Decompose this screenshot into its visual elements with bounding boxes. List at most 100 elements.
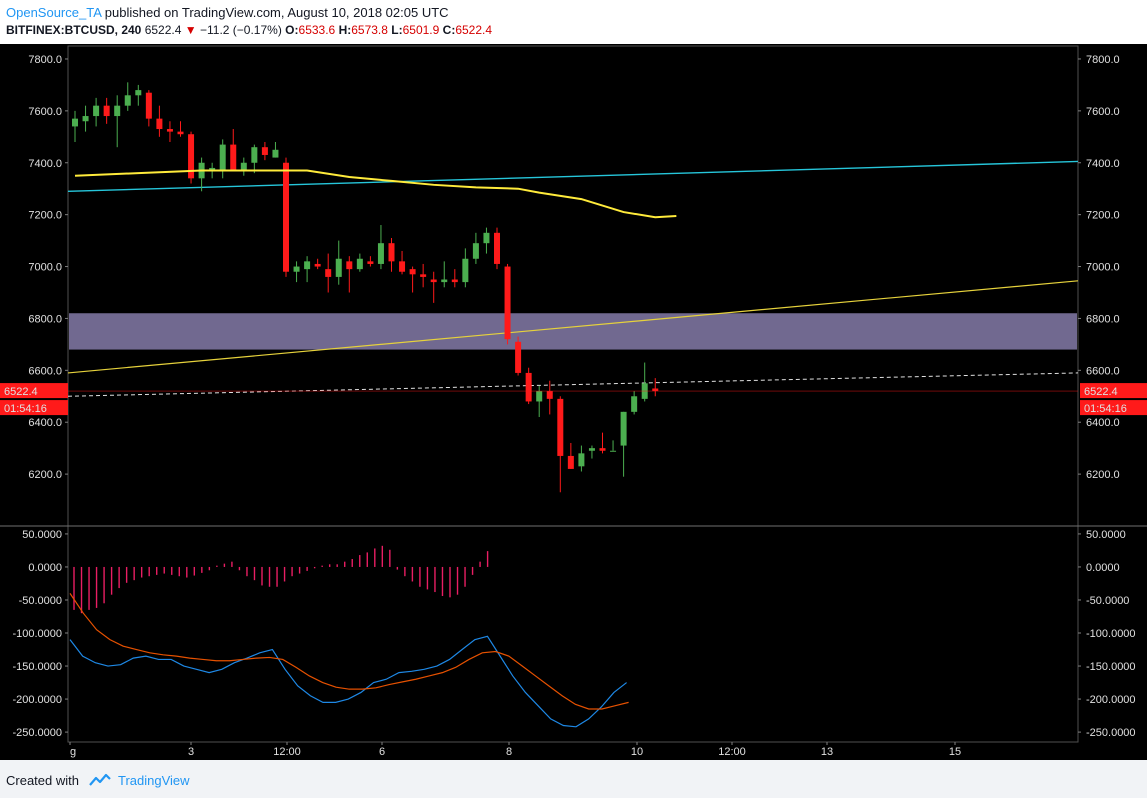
candle-body: [293, 266, 300, 272]
candle-body: [578, 453, 585, 467]
candle-body: [335, 258, 342, 277]
countdown-text: 01:54:16: [1084, 403, 1127, 415]
trendline-cyan: [67, 160, 1079, 192]
candle-body: [177, 131, 184, 135]
price-tick-left: 7200.0: [28, 210, 62, 222]
candle-body: [93, 105, 100, 117]
countdown-text: 01:54:16: [4, 403, 47, 415]
macd-tick-left: -50.0000: [19, 595, 62, 607]
candle-body: [536, 391, 543, 402]
macd-tick-left: -100.0000: [12, 628, 62, 640]
symbol-label[interactable]: BITFINEX:BTCUSD, 240: [6, 23, 142, 37]
price-tick-right: 7400.0: [1086, 158, 1120, 170]
macd-tick-left: -250.0000: [12, 727, 62, 739]
candle: [641, 362, 648, 402]
trendline-yellow: [67, 280, 1079, 374]
tradingview-logo-icon[interactable]: [88, 773, 112, 787]
candle-body: [261, 147, 268, 155]
time-tick: g: [70, 746, 76, 758]
time-tick: 6: [379, 746, 385, 758]
candle: [335, 240, 342, 285]
price-tick-left: 6800.0: [28, 313, 62, 325]
candle-body: [525, 372, 532, 402]
tradingview-link[interactable]: TradingView: [118, 773, 190, 788]
candle: [367, 256, 374, 267]
candle-body: [546, 391, 553, 399]
time-tick: 12:00: [273, 746, 301, 758]
candle: [114, 95, 121, 148]
ohlc-line: BITFINEX:BTCUSD, 240 6522.4 ▼ −11.2 (−0.…: [6, 23, 492, 37]
candle-body: [346, 261, 353, 270]
countdown-box: [0, 400, 68, 416]
candle-body: [188, 134, 195, 179]
signal-line: [69, 593, 629, 710]
candle-body: [377, 243, 384, 264]
candle: [272, 142, 279, 158]
chart-area[interactable]: 6200.0 6200.0 6400.0 6400.0 6600.0 6600.0 6800…: [0, 44, 1147, 760]
macd-tick-right: -150.0000: [1086, 661, 1136, 673]
macd-pane[interactable]: [69, 545, 629, 728]
candle: [557, 396, 564, 493]
candle-body: [156, 118, 163, 130]
candle-body: [483, 232, 490, 244]
candle: [451, 269, 458, 288]
author-link[interactable]: OpenSource_TA: [6, 5, 102, 20]
candle-body: [620, 411, 627, 446]
low-value: 6501.9: [402, 23, 440, 37]
macd-tick-right: 50.0000: [1086, 529, 1126, 541]
candle: [377, 225, 384, 270]
down-arrow-icon: ▼: [184, 23, 197, 37]
countdown-box: [1080, 400, 1147, 416]
candle-body: [166, 129, 173, 132]
candle-body: [631, 396, 638, 412]
candle-body: [610, 450, 617, 452]
candle-body: [494, 232, 500, 264]
price-tick-left: 6600.0: [28, 365, 62, 377]
price-tick-right: 7000.0: [1086, 262, 1120, 274]
candle-body: [599, 448, 606, 451]
candle-body: [388, 243, 395, 262]
candle: [462, 248, 469, 288]
candle: [441, 261, 448, 288]
price-tick-right: 6600.0: [1086, 365, 1120, 377]
price-label-box: [1080, 383, 1147, 399]
candle-body: [230, 144, 237, 171]
candle: [103, 97, 110, 124]
candle-body: [145, 92, 152, 119]
candle: [135, 84, 142, 106]
price-pane[interactable]: [67, 82, 1079, 493]
candle: [567, 442, 574, 469]
chart-svg[interactable]: 6200.0 6200.0 6400.0 6400.0 6600.0 6600.0 6800…: [0, 44, 1147, 760]
macd-tick-left: -200.0000: [12, 694, 62, 706]
candle-body: [409, 269, 416, 275]
candle-body: [314, 263, 321, 267]
candle-body: [82, 116, 89, 122]
price-tick-right: 6200.0: [1086, 469, 1120, 481]
price-label-text: 6522.4: [1084, 386, 1118, 398]
price-tick-left: 7000.0: [28, 262, 62, 274]
open-label: O:: [285, 23, 299, 37]
candle: [240, 157, 247, 176]
candle: [177, 121, 184, 137]
candle-body: [114, 105, 121, 117]
candle: [198, 157, 205, 192]
chart-header: OpenSource_TA published on TradingView.c…: [0, 0, 1147, 44]
price-tick-left: 7400.0: [28, 158, 62, 170]
candle: [283, 157, 289, 277]
time-tick: 3: [188, 746, 194, 758]
published-text: published on TradingView.com, August 10,…: [104, 5, 449, 20]
candle: [652, 378, 659, 397]
candle: [399, 250, 406, 275]
candle: [430, 271, 437, 303]
candle: [72, 110, 78, 142]
macd-tick-right: -100.0000: [1086, 628, 1136, 640]
candle: [610, 440, 617, 452]
price-tick-right: 7200.0: [1086, 210, 1120, 222]
close-label: C:: [442, 23, 456, 37]
candle: [188, 131, 195, 184]
candle-body: [504, 266, 511, 340]
candle-body: [557, 398, 564, 456]
macd-tick-right: 0.0000: [1086, 562, 1120, 574]
candle: [293, 261, 300, 283]
macd-tick-right: -50.0000: [1086, 595, 1129, 607]
